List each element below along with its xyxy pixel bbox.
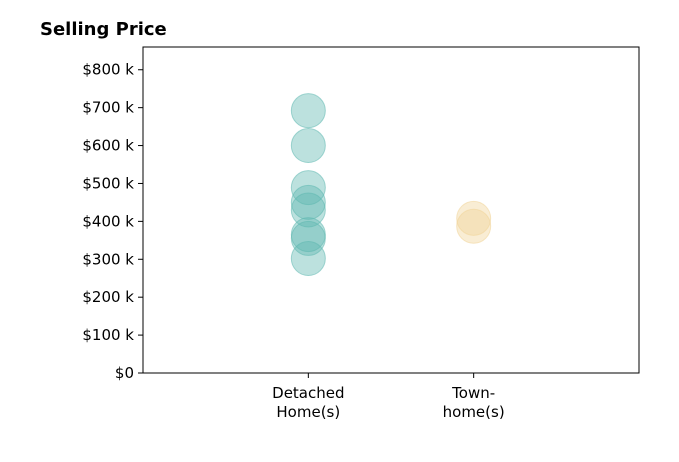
data-point <box>290 241 326 277</box>
y-tick-label: $700 k <box>82 99 134 117</box>
plot-frame <box>142 46 640 374</box>
y-tick-label: $0 <box>115 364 134 382</box>
y-axis: $0 $100 k $200 k $300 k $400 k $500 k $600 k $7… <box>82 61 143 382</box>
y-tick-label: $600 k <box>82 137 134 155</box>
data-point <box>290 192 326 228</box>
y-tick-label: $400 k <box>82 212 134 230</box>
data-point <box>290 184 326 220</box>
data-point <box>290 93 326 129</box>
data-point <box>456 208 492 244</box>
data-point <box>456 200 492 236</box>
y-tick-label: $800 k <box>82 61 134 79</box>
data-point <box>290 128 326 164</box>
data-point <box>290 220 326 256</box>
y-tick-label: $200 k <box>82 288 134 306</box>
y-tick-label: $300 k <box>82 250 134 268</box>
data-points <box>290 93 492 277</box>
x-tick-label: Detached Home(s) <box>272 384 344 421</box>
y-tick-label: $100 k <box>82 326 134 344</box>
chart-title: Selling Price <box>40 19 167 40</box>
x-axis: Detached Home(s) Town-home(s) <box>272 373 505 421</box>
y-tick-label: $500 k <box>82 174 134 192</box>
data-point <box>290 170 326 206</box>
x-tick-label: Town-home(s) <box>443 384 505 421</box>
